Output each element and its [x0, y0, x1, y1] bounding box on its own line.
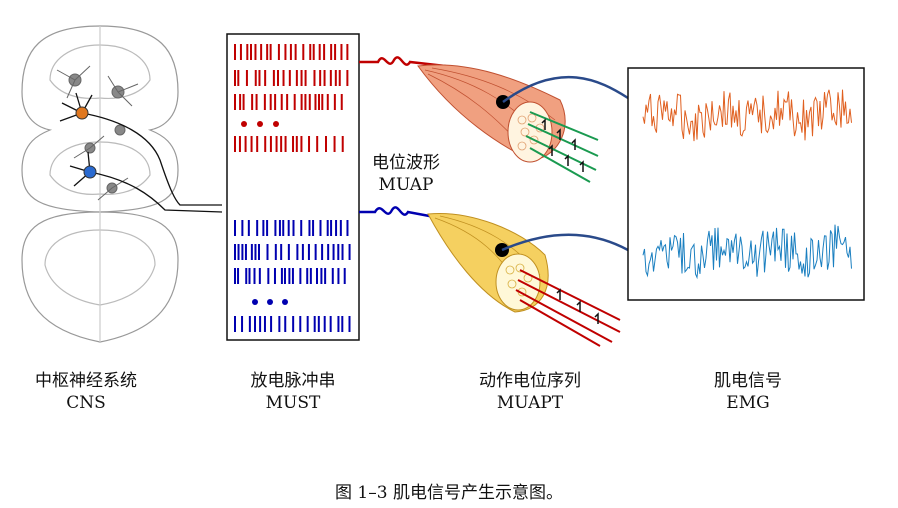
grey-neurons [56, 65, 139, 201]
yellow-muscle [427, 212, 621, 347]
label-emg-zh: 肌电信号 [714, 371, 782, 391]
label-cns-zh: 中枢神经系统 [35, 371, 137, 391]
red-muscle [417, 64, 599, 183]
orange-neuron [75, 106, 89, 120]
cable-bottom [501, 233, 629, 252]
label-emg: 肌电信号 EMG [668, 370, 828, 414]
label-muapt: 动作电位序列 MUAPT [450, 370, 610, 414]
cable-top [502, 75, 629, 104]
label-must-en: MUST [265, 393, 321, 413]
label-muap: 电位波形 MUAP [326, 152, 486, 196]
red-nerve [359, 56, 481, 96]
label-muapt-en: MUAPT [496, 393, 564, 413]
motor-neurons [59, 92, 223, 213]
label-cns-en: CNS [66, 393, 106, 413]
blue-spike-trains [234, 220, 351, 332]
label-emg-en: EMG [726, 393, 770, 413]
red-dots [241, 121, 279, 127]
label-muap-zh: 电位波形 [372, 153, 440, 173]
blue-dots [252, 299, 288, 305]
red-spike-trains [234, 44, 349, 152]
label-must-zh: 放电脉冲串 [250, 371, 336, 391]
emg-trace-orange [642, 89, 852, 142]
spinal-cord [21, 25, 179, 343]
label-muap-en: MUAP [378, 175, 434, 195]
label-cns: 中枢神经系统 CNS [6, 370, 166, 414]
label-must: 放电脉冲串 MUST [213, 370, 373, 414]
label-muapt-zh: 动作电位序列 [479, 371, 581, 391]
must-box [226, 33, 360, 341]
blue-nerve [359, 206, 491, 247]
emg-trace-blue [642, 224, 852, 280]
blue-neuron [83, 165, 97, 179]
figure-caption: 图 1–3 肌电信号产生示意图。 [335, 483, 563, 503]
